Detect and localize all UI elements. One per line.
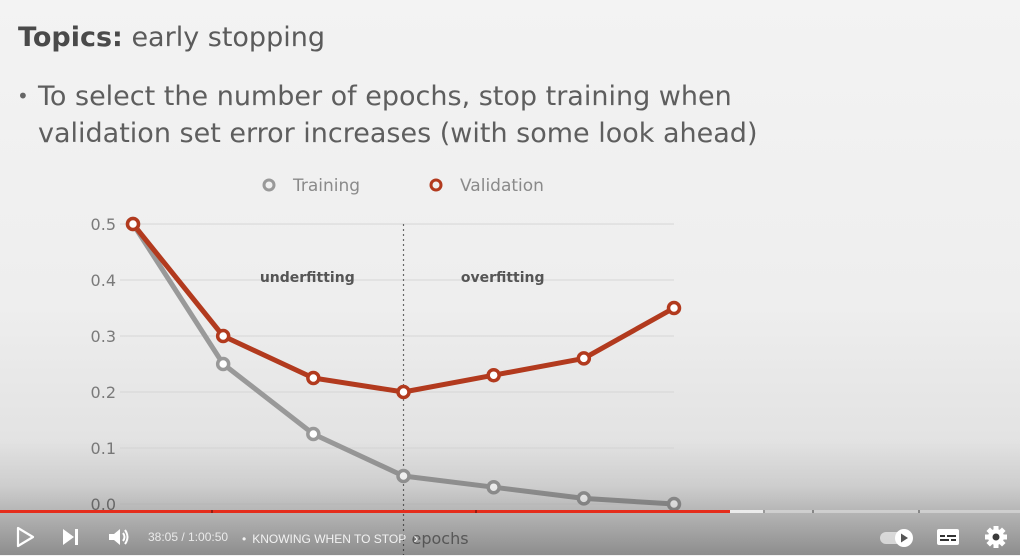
- bullet-dot: •: [17, 84, 29, 108]
- data-point: [125, 216, 141, 232]
- data-point: [666, 300, 682, 316]
- chapter-marker: [475, 510, 477, 513]
- chapter-marker: [763, 510, 765, 513]
- data-point: [215, 356, 231, 372]
- y-tick-label: 0.0: [91, 495, 116, 514]
- settings-button[interactable]: [982, 522, 1010, 552]
- topics-subject: early stopping: [131, 22, 325, 53]
- chapter-marker: [211, 510, 213, 513]
- subtitles-icon: [937, 529, 959, 545]
- chart-series: [125, 216, 682, 512]
- data-point: [486, 367, 501, 383]
- bullet-text: To select the number of epochs, stop tra…: [38, 81, 758, 149]
- annotation-label: overfitting: [461, 270, 545, 286]
- y-tick-label: 0.4: [91, 271, 116, 290]
- y-tick-label: 0.1: [91, 439, 116, 458]
- data-point: [576, 351, 592, 366]
- chart-y-ticks: 0.5 0.4 0.3 0.2 0.1 0.0: [91, 215, 116, 514]
- volume-icon: [109, 529, 129, 545]
- chapter-title: KNOWING WHEN TO STOP: [252, 532, 406, 546]
- data-point: [306, 426, 321, 442]
- annotation-label: underfitting: [260, 270, 355, 286]
- data-point: [396, 468, 411, 484]
- y-tick-label: 0.5: [91, 215, 116, 234]
- y-tick-label: 0.2: [91, 383, 116, 402]
- data-point: [486, 479, 501, 495]
- next-icon: [63, 529, 78, 545]
- legend-marker: [262, 178, 276, 192]
- data-point: [306, 370, 321, 386]
- legend-marker: [429, 178, 443, 192]
- mute-button[interactable]: [105, 522, 133, 552]
- subtitles-button[interactable]: [934, 522, 962, 552]
- topics-label: Topics:: [18, 22, 123, 53]
- chapter-marker: [812, 510, 814, 513]
- player-controls: 38:05 / 1:00:50 • KNOWING WHEN TO STOP ›: [0, 518, 1020, 555]
- autoplay-toggle-icon: [880, 529, 913, 547]
- time-display: 38:05 / 1:00:50: [148, 530, 229, 544]
- error-chart: 0.5 0.4 0.3 0.2 0.1 0.0 underfitting overfitti…: [91, 176, 682, 555]
- chevron-right-icon: ›: [413, 530, 419, 547]
- chart-legend: Training Validation: [262, 176, 544, 196]
- chapter-marker: [918, 510, 920, 513]
- settings-icon: [985, 526, 1007, 548]
- chart-gridlines: [120, 223, 674, 505]
- data-point: [215, 328, 231, 344]
- chapter-button[interactable]: • KNOWING WHEN TO STOP ›: [242, 530, 418, 547]
- data-point: [576, 491, 592, 506]
- slide-title: Topics: early stopping: [18, 22, 325, 53]
- autoplay-toggle[interactable]: [878, 522, 916, 552]
- x-axis-label: epochs: [412, 529, 469, 548]
- legend-label: Training: [292, 176, 360, 196]
- progress-played: [0, 510, 731, 513]
- chapter-separator: •: [242, 532, 247, 546]
- data-point: [396, 384, 411, 400]
- chart-annotations: underfitting overfitting: [260, 270, 545, 286]
- play-icon: [16, 526, 35, 548]
- play-button[interactable]: [12, 522, 38, 552]
- progress-bar[interactable]: [0, 510, 1020, 513]
- y-tick-label: 0.3: [91, 327, 116, 346]
- legend-label: Validation: [460, 176, 544, 196]
- data-point: [666, 496, 682, 512]
- next-button[interactable]: [58, 522, 84, 552]
